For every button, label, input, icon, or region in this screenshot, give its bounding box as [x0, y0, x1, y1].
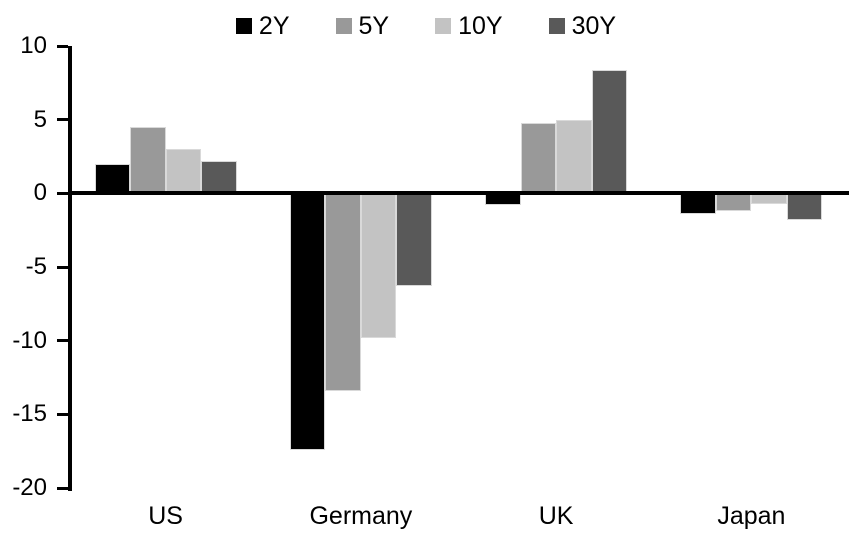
bar-us-30y — [201, 160, 237, 194]
bar-us-2y — [94, 163, 131, 194]
y-axis-tick — [57, 339, 68, 343]
zero-baseline — [68, 191, 849, 196]
bar-japan-30y — [786, 193, 823, 220]
y-axis-tick — [57, 486, 68, 490]
bar-germany-2y — [289, 193, 326, 450]
y-axis-tick — [57, 118, 68, 122]
y-axis-tick-label: -10 — [12, 326, 47, 354]
legend-item-30y: 30Y — [548, 12, 617, 40]
legend-swatch-10y — [435, 18, 452, 34]
legend-item-10y: 10Y — [435, 12, 503, 40]
y-axis-line — [68, 46, 72, 491]
y-axis-tick-label: 10 — [20, 32, 47, 59]
legend-swatch-2y — [235, 18, 252, 34]
legend-item-2y: 2Y — [235, 12, 290, 40]
y-axis-tick-label: 0 — [33, 179, 47, 207]
legend-label: 10Y — [458, 12, 503, 40]
legend-swatch-30y — [548, 18, 565, 34]
bar-us-10y — [165, 149, 202, 194]
y-axis-tick-label: -15 — [12, 400, 47, 428]
legend-label: 30Y — [571, 12, 617, 40]
bar-germany-5y — [325, 193, 361, 391]
y-axis-tick-label: 5 — [33, 105, 47, 133]
bar-japan-5y — [715, 193, 752, 211]
bar-japan-2y — [680, 193, 716, 214]
y-axis-tick-label: -5 — [25, 253, 47, 280]
legend-swatch-5y — [335, 18, 352, 34]
y-axis-tick — [57, 412, 68, 416]
bar-germany-10y — [360, 193, 397, 338]
y-axis-tick — [57, 44, 68, 48]
y-axis-tick — [57, 265, 68, 269]
x-axis-label-japan: Japan — [717, 502, 786, 530]
bar-uk-30y — [591, 69, 628, 194]
bar-uk-10y — [556, 119, 592, 194]
legend-label: 2Y — [258, 12, 290, 40]
bar-us-5y — [130, 127, 166, 194]
legend: 2Y 5Y 10Y 30Y — [0, 12, 852, 40]
legend-item-5y: 5Y — [335, 12, 390, 40]
x-axis-label-uk: UK — [538, 502, 574, 530]
y-axis-tick-label: -20 — [12, 474, 47, 501]
y-axis-tick — [57, 191, 68, 195]
legend-label: 5Y — [358, 12, 390, 40]
bar-germany-30y — [396, 193, 432, 287]
x-axis-label-germany: Germany — [309, 502, 413, 530]
x-axis-label-us: US — [148, 502, 183, 530]
bar-uk-5y — [520, 122, 557, 194]
